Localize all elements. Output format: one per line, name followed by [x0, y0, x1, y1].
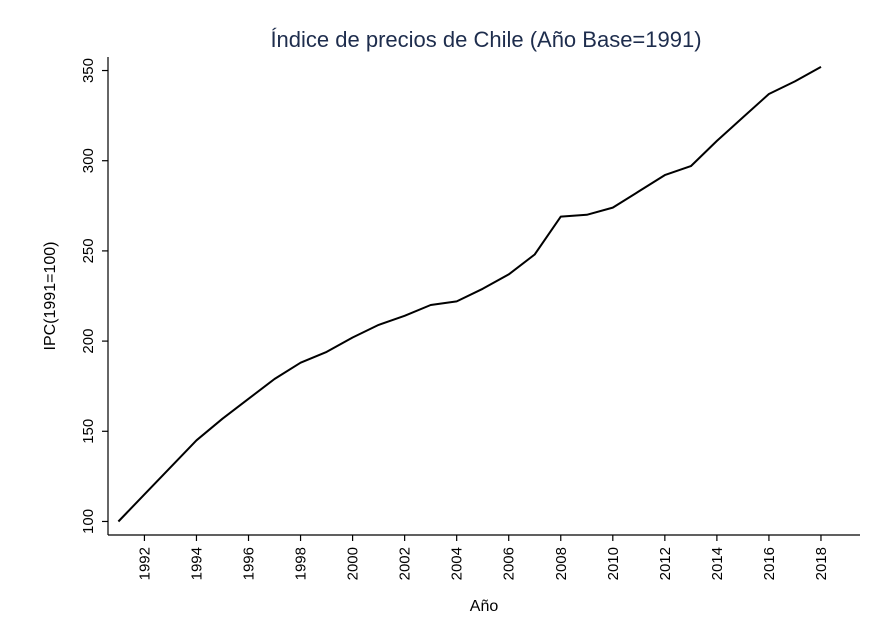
x-tick-label: 1998	[293, 547, 310, 580]
x-tick-label: 2006	[501, 547, 518, 580]
x-tick-label: 2012	[657, 547, 674, 580]
y-tick-label: 100	[80, 509, 97, 534]
x-tick-label: 2008	[553, 547, 570, 580]
ticks: 100 150 200 250 300 350 1992 1994 1996 1998 2000 20…	[80, 58, 830, 580]
x-tick-label: 2018	[813, 547, 830, 580]
chart-title: Índice de precios de Chile (Año Base=199…	[270, 27, 701, 52]
x-axis-label: Año	[470, 598, 499, 615]
y-tick-label: 350	[80, 58, 97, 83]
x-tick-label: 2010	[605, 547, 622, 580]
y-tick-label: 150	[80, 419, 97, 444]
y-axis-label: IPC(1991=100)	[42, 242, 59, 351]
x-tick-label: 1994	[188, 547, 205, 580]
x-tick-label: 2014	[709, 547, 726, 580]
x-tick-label: 1992	[136, 547, 153, 580]
x-tick-label: 2016	[761, 547, 778, 580]
series-line	[117, 66, 822, 523]
y-tick-label: 300	[80, 148, 97, 173]
x-tick-label: 2004	[449, 547, 466, 580]
y-tick-label: 200	[80, 329, 97, 354]
x-tick-label: 2000	[345, 547, 362, 580]
x-tick-label: 2002	[397, 547, 414, 580]
x-tick-label: 1996	[241, 547, 258, 580]
y-tick-label: 250	[80, 238, 97, 263]
